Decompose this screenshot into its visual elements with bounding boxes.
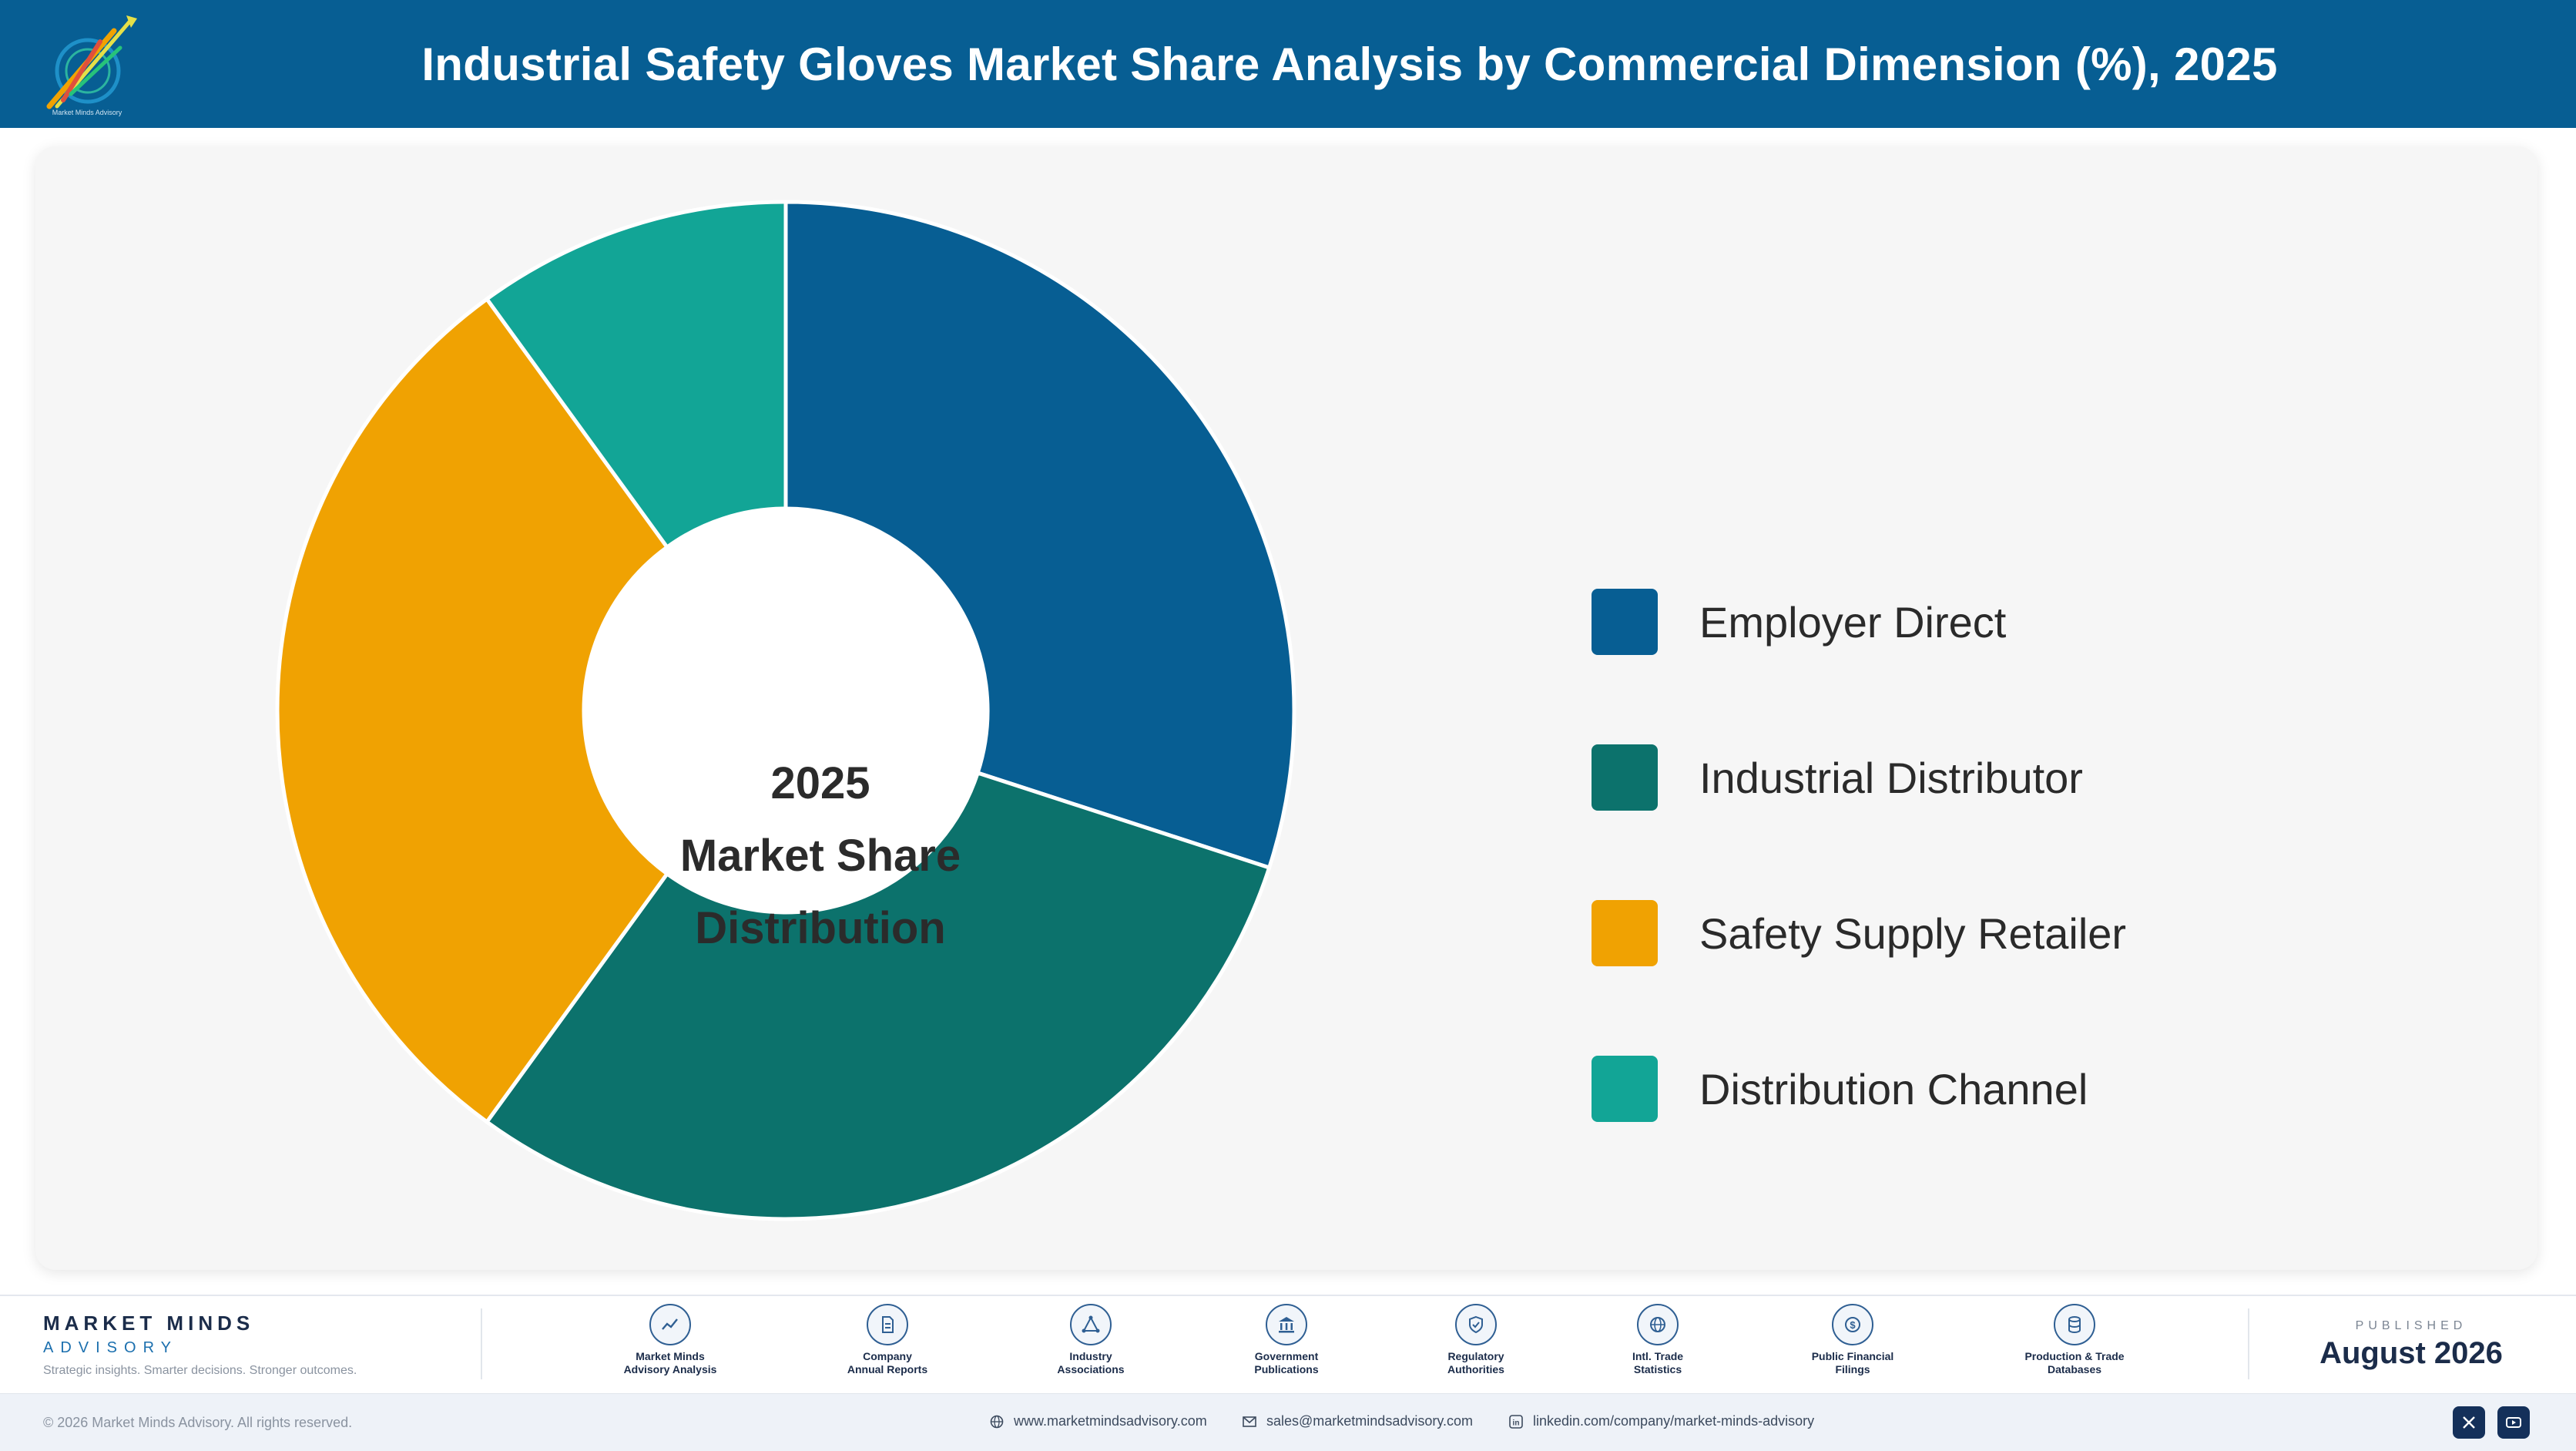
published-date: August 2026 xyxy=(2319,1336,2503,1370)
globe-icon xyxy=(990,1415,1004,1428)
email-text: sales@marketmindsadvisory.com xyxy=(1266,1413,1474,1429)
pie-slice-employer-direct xyxy=(783,200,1296,870)
source-label: Company Annual Reports xyxy=(847,1350,928,1375)
linkedin-icon: in xyxy=(1509,1414,1523,1429)
chart-legend: Employer Direct Industrial Distributor S… xyxy=(1592,589,2126,1211)
data-sources: Market Minds Advisory Analysis Company Ann… xyxy=(585,1304,2126,1389)
website-text: www.marketmindsadvisory.com xyxy=(1014,1413,1207,1429)
legend-swatch xyxy=(1592,900,1658,966)
legend-swatch xyxy=(1592,744,1658,811)
x-logo-icon xyxy=(2463,1416,2475,1429)
linkedin-text: linkedin.com/company/market-minds-adviso… xyxy=(1533,1413,1815,1429)
source-label: Regulatory Authorities xyxy=(1447,1350,1504,1375)
legend-swatch xyxy=(1592,589,1658,655)
source-item: $ Public Financial Filings xyxy=(1768,1304,1937,1376)
svg-text:$: $ xyxy=(1850,1319,1856,1331)
email-link[interactable]: sales@marketmindsadvisory.com xyxy=(1242,1413,1473,1429)
donut-center-label: 2025 Market Share Distribution xyxy=(647,747,994,965)
brand-subtitle: ADVISORY xyxy=(43,1339,178,1356)
source-label: Public Financial Filings xyxy=(1811,1350,1894,1375)
bottom-bar: © 2026 Market Minds Advisory. All rights… xyxy=(0,1393,2576,1451)
shield-check-icon xyxy=(1455,1304,1497,1345)
youtube-icon xyxy=(2506,1417,2521,1428)
chart-card: 2025 Market Share Distribution Employer … xyxy=(35,146,2537,1270)
source-item: Industry Associations xyxy=(1006,1304,1176,1376)
youtube-social-button[interactable] xyxy=(2497,1406,2530,1439)
legend-label: Distribution Channel xyxy=(1699,1064,2088,1113)
page-title: Industrial Safety Gloves Market Share An… xyxy=(421,38,2278,90)
source-item: Production & Trade Databases xyxy=(1990,1304,2159,1376)
company-logo-icon xyxy=(46,15,137,109)
brand-tagline: Strategic insights. Smarter decisions. S… xyxy=(43,1364,357,1377)
document-icon xyxy=(867,1304,908,1345)
footer: MARKET MINDS ADVISORY Strategic insights… xyxy=(0,1295,2576,1395)
legend-label: Industrial Distributor xyxy=(1699,753,2083,802)
center-line-distribution: Distribution xyxy=(695,903,946,953)
legend-label: Safety Supply Retailer xyxy=(1699,909,2127,958)
globe-icon xyxy=(1637,1304,1679,1345)
header-bar: Market Minds Advisory Industrial Safety … xyxy=(0,0,2576,128)
legend-item: Distribution Channel xyxy=(1592,1056,2126,1122)
database-icon xyxy=(2054,1304,2095,1345)
legend-item: Industrial Distributor xyxy=(1592,744,2126,811)
website-link[interactable]: www.marketmindsadvisory.com xyxy=(989,1413,1207,1429)
legend-label: Employer Direct xyxy=(1699,597,2007,647)
source-label: Intl. Trade Statistics xyxy=(1632,1350,1684,1375)
logo-caption: Market Minds Advisory xyxy=(52,109,122,116)
linkedin-link[interactable]: in linkedin.com/company/market-minds-adv… xyxy=(1508,1413,1814,1429)
source-label: Industry Associations xyxy=(1057,1350,1125,1375)
copyright-text: © 2026 Market Minds Advisory. All rights… xyxy=(43,1415,353,1430)
brand-name: MARKET MINDS xyxy=(43,1312,255,1335)
legend-item: Safety Supply Retailer xyxy=(1592,900,2126,966)
source-item: Government Publications xyxy=(1202,1304,1371,1376)
source-label: Government Publications xyxy=(1254,1350,1319,1375)
government-building-icon xyxy=(1266,1304,1307,1345)
trend-chart-icon xyxy=(649,1304,691,1345)
footer-divider xyxy=(481,1308,482,1379)
source-item: Regulatory Authorities xyxy=(1391,1304,1561,1376)
legend-item: Employer Direct xyxy=(1592,589,2126,655)
mail-icon xyxy=(1243,1416,1256,1427)
donut-hole xyxy=(584,509,988,912)
network-icon xyxy=(1070,1304,1112,1345)
donut-chart xyxy=(275,200,1296,1221)
source-item: Company Annual Reports xyxy=(803,1304,972,1376)
legend-swatch xyxy=(1592,1056,1658,1122)
published-label: PUBLISHED xyxy=(2355,1319,2467,1332)
source-label: Market Minds Advisory Analysis xyxy=(623,1350,717,1375)
source-label: Production & Trade Databases xyxy=(2024,1350,2125,1375)
pie-slice-industrial-distributor xyxy=(485,771,1272,1221)
dollar-coin-icon: $ xyxy=(1832,1304,1873,1345)
center-year: 2025 xyxy=(770,758,870,808)
source-item: Intl. Trade Statistics xyxy=(1573,1304,1742,1376)
center-line-market-share: Market Share xyxy=(679,831,961,881)
svg-text:in: in xyxy=(1513,1419,1520,1427)
x-social-button[interactable] xyxy=(2453,1406,2485,1439)
source-item: Market Minds Advisory Analysis xyxy=(585,1304,755,1376)
footer-divider xyxy=(2248,1308,2249,1379)
